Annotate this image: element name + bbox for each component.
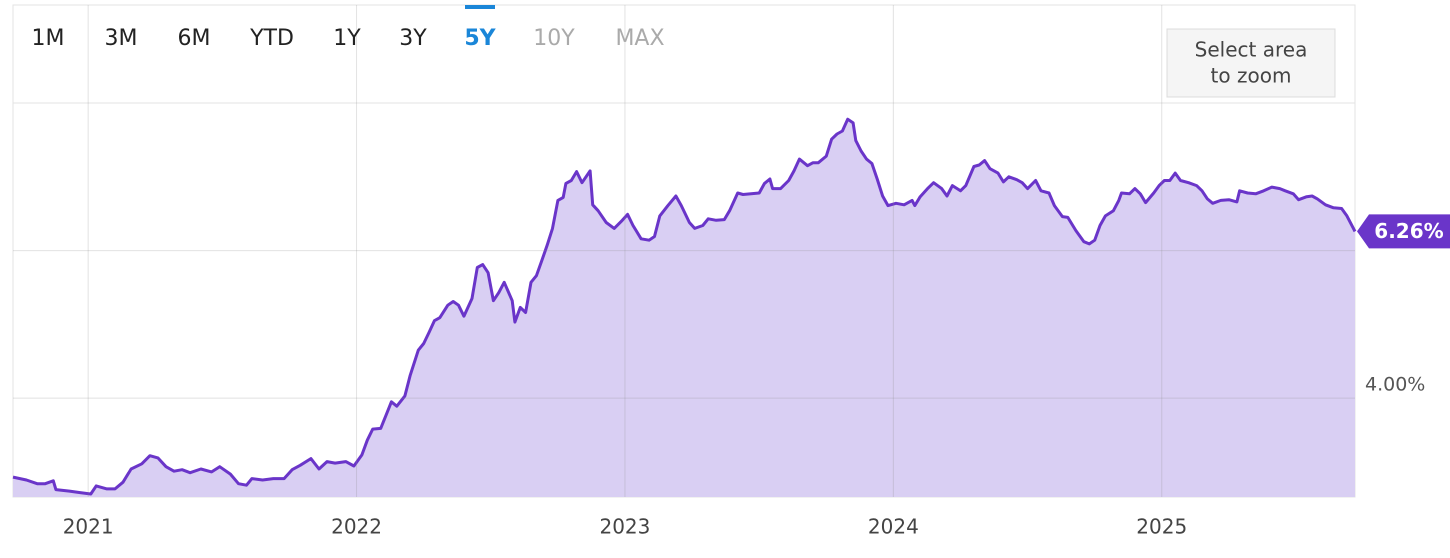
zoom-button[interactable] — [1166, 28, 1336, 98]
x-tick-label: 2021 — [63, 515, 114, 539]
x-tick-label: 2023 — [599, 515, 650, 539]
x-tick-label: 2025 — [1136, 515, 1187, 539]
range-button[interactable]: 5Y — [464, 26, 496, 51]
x-tick-label: 2024 — [868, 515, 919, 539]
range-button[interactable]: YTD — [249, 26, 294, 51]
zoom-label: to zoom — [1211, 64, 1292, 88]
zoom-label: Select area — [1195, 38, 1308, 62]
y-tick-label: 4.00% — [1365, 374, 1425, 396]
active-indicator — [465, 5, 495, 9]
range-button: MAX — [615, 26, 664, 51]
range-button[interactable]: 1Y — [333, 26, 361, 51]
range-button[interactable]: 6M — [178, 26, 211, 51]
ticks: 2021 2022 2023 2024 2025 4.00% — [13, 5, 1425, 539]
range-button: 10Y — [533, 26, 575, 51]
range-button[interactable]: 1M — [32, 26, 65, 51]
area — [13, 119, 1355, 497]
end-label: 6.26% — [1374, 219, 1443, 243]
end-badge — [1357, 214, 1450, 249]
range-button[interactable]: 3Y — [399, 26, 427, 51]
line — [12, 117, 1357, 496]
range-button[interactable]: 3M — [105, 26, 138, 51]
x-tick-label: 2022 — [331, 515, 382, 539]
plot: 6.26% — [12, 117, 1450, 497]
